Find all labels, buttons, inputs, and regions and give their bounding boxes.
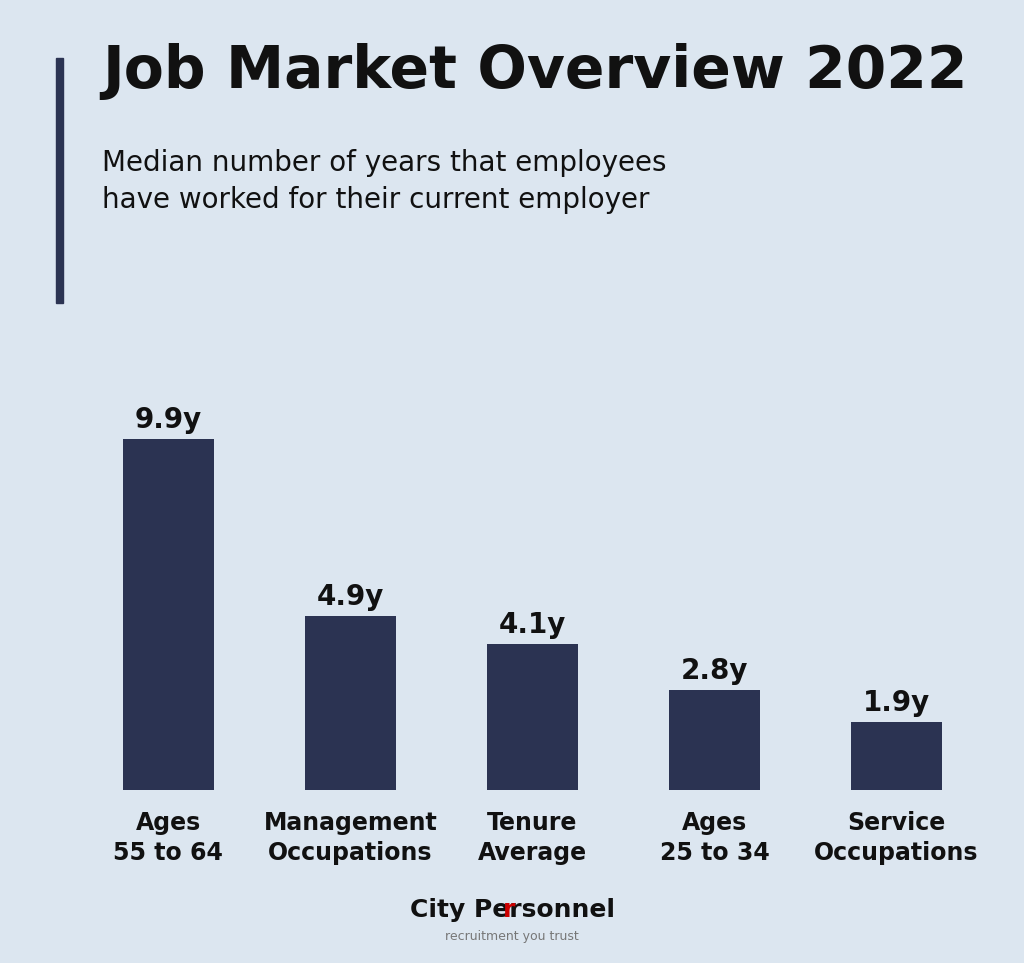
Text: recruitment you trust: recruitment you trust [445, 930, 579, 944]
Text: City Personnel: City Personnel [410, 898, 614, 922]
Text: Job Market Overview 2022: Job Market Overview 2022 [102, 43, 968, 100]
Text: 4.1y: 4.1y [499, 612, 566, 639]
Bar [851, 722, 942, 790]
Bar [123, 439, 214, 790]
Bar [487, 644, 578, 790]
Text: 9.9y: 9.9y [135, 405, 202, 433]
Text: 1.9y: 1.9y [863, 689, 930, 717]
Text: r: r [503, 898, 515, 922]
Text: 2.8y: 2.8y [681, 657, 749, 685]
Bar [669, 690, 760, 790]
Text: 4.9y: 4.9y [316, 583, 384, 611]
Bar [305, 616, 396, 790]
Text: Median number of years that employees
have worked for their current employer: Median number of years that employees ha… [102, 149, 667, 214]
